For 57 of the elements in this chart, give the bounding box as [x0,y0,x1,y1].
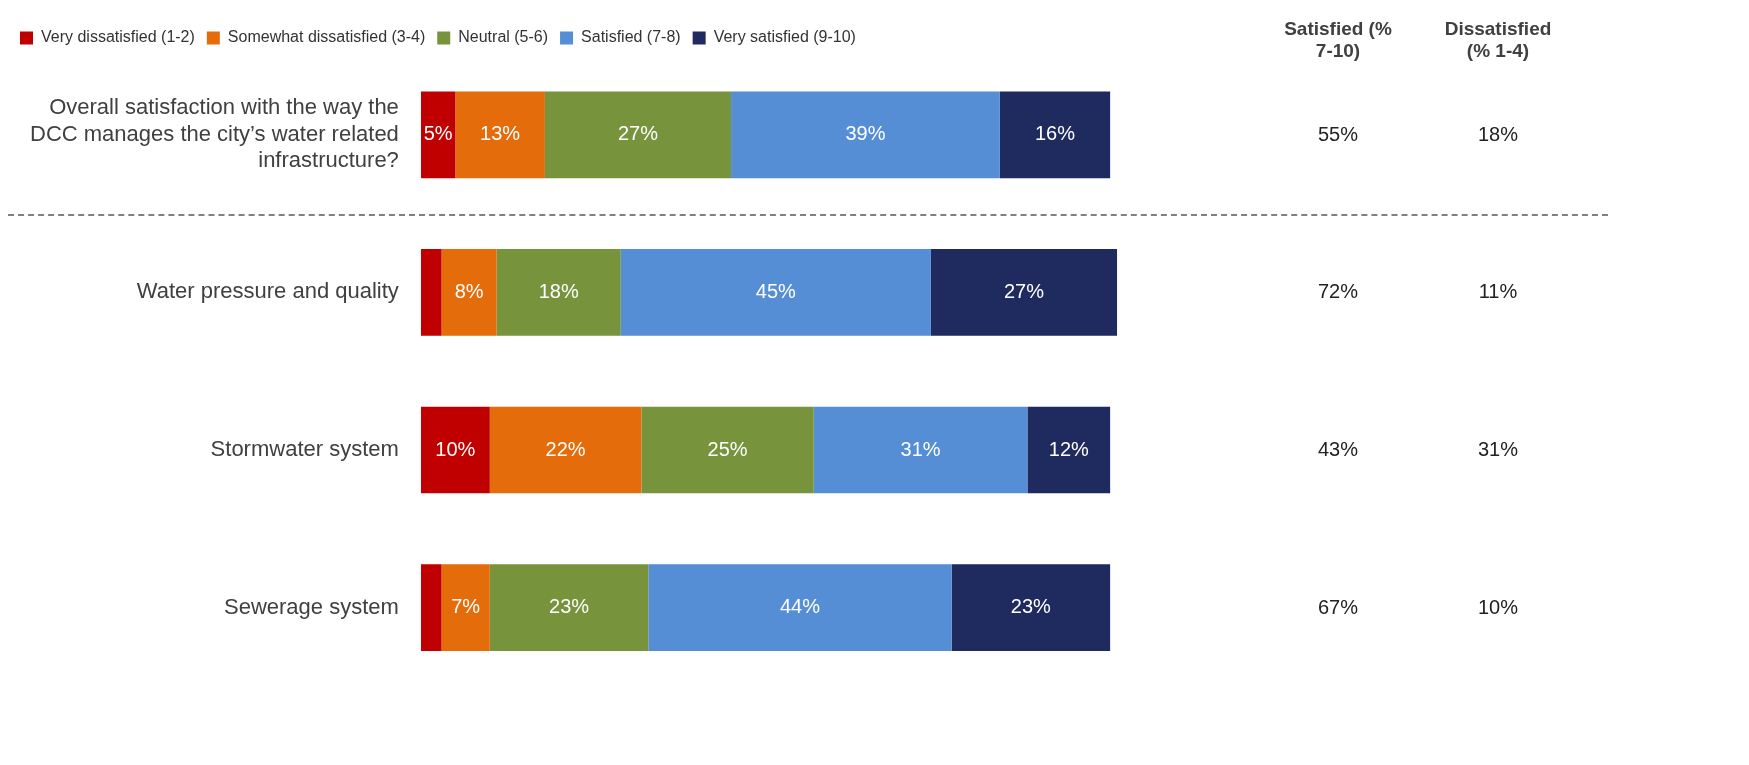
legend-label: Neutral (5-6) [458,28,549,46]
bar [420,91,456,179]
bar [489,406,642,494]
bar [420,406,490,494]
data-label: 23% [1010,595,1052,618]
y-tick-label: Overall satisfaction with the way the DCC manages the city’s water related infrastructure? [29,94,399,173]
legend-label: Very dissatisfied (1-2) [41,28,195,46]
bar [648,564,952,651]
data-label: 23% [549,595,590,618]
data-label: 27% [1003,279,1045,302]
y-tick-label: Sewerage system [224,593,399,619]
bar [951,564,1111,651]
text: 10% [1477,595,1519,619]
legend-label: Very satisfied (9-10) [713,28,856,46]
text: Satisfied (% 7-10) [1283,18,1393,62]
data-label: 18% [538,279,579,302]
data-label: 45% [755,279,797,302]
data-label: 8% [454,279,484,302]
data-label: 44% [779,595,821,618]
bar [420,249,442,336]
legend-label: Somewhat dissatisfied (3-4) [227,28,426,46]
y-tick-label: Stormwater system [210,436,399,462]
bar [620,249,931,336]
bar [496,249,621,336]
data-label: 10% [435,437,476,460]
bar [544,91,732,179]
text: 67% [1317,595,1359,619]
data-label: 22% [545,437,586,460]
bar [930,249,1118,336]
data-label: 27% [617,122,659,145]
data-label: 13% [480,122,521,145]
data-label: 16% [1034,122,1076,145]
bar [999,91,1111,179]
data-label: 7% [451,595,481,618]
legend-label: Satisfied (7-8) [581,28,681,46]
bar [489,564,649,651]
text: 72% [1317,280,1359,304]
bar [641,406,814,494]
y-tick-label: Water pressure and quality [136,278,399,304]
text: 43% [1317,438,1359,461]
bar [455,91,545,179]
bar [441,249,497,336]
bar [420,564,442,651]
text: Dissatisfied (% 1-4) [1443,18,1553,62]
bar [1027,406,1111,494]
data-label: 31% [900,437,941,460]
bar [441,564,490,651]
text: 11% [1477,280,1519,304]
text: 55% [1317,122,1359,146]
bar [813,406,1028,494]
data-label: 5% [423,122,453,145]
data-label: 25% [707,437,748,460]
text: 31% [1477,438,1519,461]
data-label: 12% [1048,437,1090,460]
data-label: 39% [845,122,886,145]
bar [731,91,1000,179]
text: 18% [1477,122,1519,146]
